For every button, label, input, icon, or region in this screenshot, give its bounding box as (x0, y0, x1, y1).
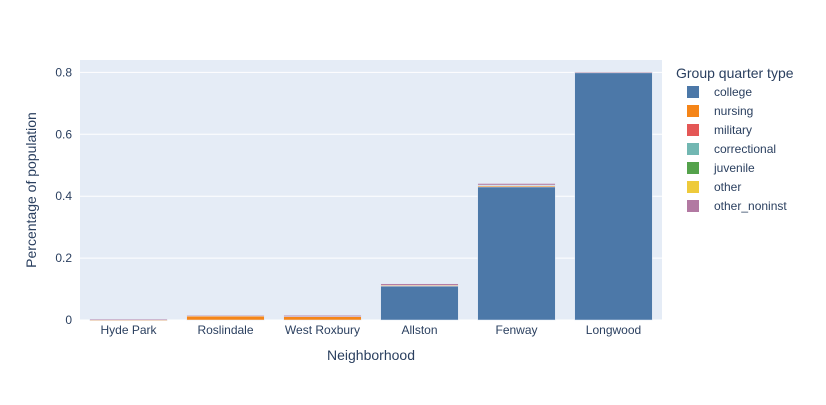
x-axis-label: Neighborhood (327, 347, 415, 363)
legend-swatch (687, 162, 699, 174)
legend-title: Group quarter type (676, 65, 794, 81)
legend-label: nursing (714, 104, 753, 118)
legend-swatch (687, 200, 699, 212)
bar-segment-other_noninst[interactable] (186, 315, 265, 317)
legend-swatch (687, 181, 699, 193)
legend-label: other (714, 180, 741, 194)
y-tick-label: 0.6 (55, 127, 72, 141)
bar-segment-college[interactable] (574, 72, 653, 321)
bars[interactable] (89, 71, 653, 321)
x-tick-label: Allston (401, 323, 437, 337)
x-tick-label: Fenway (495, 323, 537, 337)
plot-background (80, 60, 662, 320)
x-tick-label: Hyde Park (100, 323, 157, 337)
bar-segment-nursing[interactable] (186, 315, 265, 321)
x-tick-label: West Roxbury (285, 323, 360, 337)
legend-item-college[interactable]: college (687, 85, 752, 99)
y-axis-label: Percentage of population (23, 112, 39, 268)
y-tick-label: 0 (65, 313, 72, 327)
legend-item-other_noninst[interactable]: other_noninst (687, 199, 787, 213)
y-tick-label: 0.4 (55, 189, 72, 203)
x-tick-label: Roslindale (197, 323, 253, 337)
legend-item-military[interactable]: military (687, 123, 752, 137)
legend-item-other[interactable]: other (687, 180, 741, 194)
legend-label: other_noninst (714, 199, 787, 213)
legend-swatch (687, 86, 699, 98)
legend-item-juvenile[interactable]: juvenile (687, 161, 755, 175)
bar-segment-other_noninst[interactable] (477, 183, 556, 186)
y-tick-labels: 0 0.2 0.4 0.6 0.8 (55, 65, 72, 327)
gridlines (80, 71, 662, 321)
legend-label: juvenile (713, 161, 755, 175)
y-tick-label: 0.8 (55, 65, 72, 79)
y-tick-label: 0.2 (55, 251, 72, 265)
legend-label: college (714, 85, 752, 99)
legend-label: correctional (714, 142, 776, 156)
legend-item-nursing[interactable]: nursing (687, 104, 753, 118)
bar-segment-other_noninst[interactable] (574, 71, 653, 73)
bar-segment-other_noninst[interactable] (283, 315, 362, 317)
legend-label: military (714, 123, 752, 137)
bar-segment-college[interactable] (380, 285, 459, 321)
x-tick-label: Longwood (586, 323, 641, 337)
bar-segment-college[interactable] (477, 186, 556, 321)
legend[interactable]: Group quarter type college nursing militar… (676, 65, 794, 213)
legend-item-correctional[interactable]: correctional (687, 142, 776, 156)
x-tick-labels: Hyde Park Roslindale West Roxbury Allston Fe… (100, 323, 641, 337)
bar-segment-other_noninst[interactable] (380, 283, 459, 286)
bar-segment-other_noninst[interactable] (89, 318, 168, 320)
legend-swatch (687, 143, 699, 155)
legend-swatch (687, 105, 699, 117)
bar-segment-nursing[interactable] (283, 316, 362, 321)
legend-swatch (687, 124, 699, 136)
